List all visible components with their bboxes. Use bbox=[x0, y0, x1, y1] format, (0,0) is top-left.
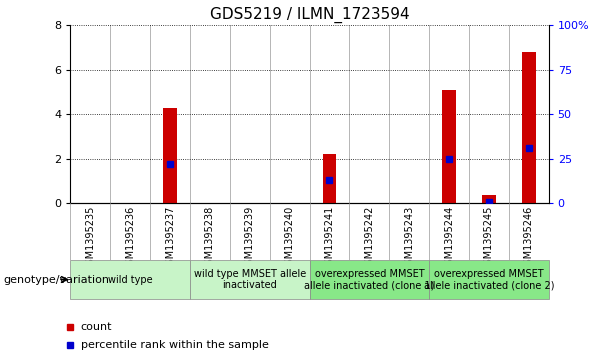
Text: GSM1395245: GSM1395245 bbox=[484, 206, 494, 272]
Text: genotype/variation: genotype/variation bbox=[3, 274, 109, 285]
Text: GSM1395243: GSM1395243 bbox=[404, 206, 414, 272]
Bar bbox=[70, 260, 190, 299]
Bar bbox=[310, 260, 429, 299]
Bar bbox=[429, 260, 549, 299]
Text: GSM1395240: GSM1395240 bbox=[284, 206, 295, 272]
Text: count: count bbox=[80, 322, 112, 332]
Text: GSM1395236: GSM1395236 bbox=[125, 206, 135, 272]
Bar bbox=[522, 52, 536, 203]
Text: overexpressed MMSET
allele inactivated (clone 1): overexpressed MMSET allele inactivated (… bbox=[304, 269, 435, 290]
Text: GSM1395246: GSM1395246 bbox=[524, 206, 534, 272]
Text: GSM1395239: GSM1395239 bbox=[245, 206, 255, 272]
Text: wild type: wild type bbox=[108, 274, 153, 285]
Bar bbox=[442, 90, 456, 203]
Text: GSM1395237: GSM1395237 bbox=[165, 206, 175, 272]
Text: wild type MMSET allele
inactivated: wild type MMSET allele inactivated bbox=[194, 269, 306, 290]
Text: percentile rank within the sample: percentile rank within the sample bbox=[80, 340, 268, 350]
Bar bbox=[163, 108, 177, 203]
Text: GSM1395238: GSM1395238 bbox=[205, 206, 215, 272]
Bar bbox=[190, 260, 310, 299]
Text: GSM1395242: GSM1395242 bbox=[364, 206, 375, 272]
Text: overexpressed MMSET
allele inactivated (clone 2): overexpressed MMSET allele inactivated (… bbox=[424, 269, 554, 290]
Bar bbox=[482, 196, 496, 203]
Text: GSM1395241: GSM1395241 bbox=[324, 206, 335, 272]
Text: GSM1395235: GSM1395235 bbox=[85, 206, 96, 272]
Title: GDS5219 / ILMN_1723594: GDS5219 / ILMN_1723594 bbox=[210, 7, 409, 23]
Text: GSM1395244: GSM1395244 bbox=[444, 206, 454, 272]
Bar bbox=[322, 154, 337, 203]
